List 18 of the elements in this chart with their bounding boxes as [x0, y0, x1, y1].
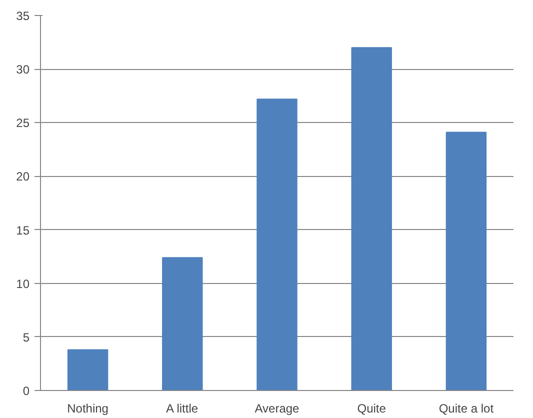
- x-tick-label: Quite: [357, 402, 386, 416]
- x-tick-label: A little: [166, 402, 198, 416]
- y-tick-label: 20: [16, 170, 30, 184]
- y-tick-label: 0: [22, 384, 30, 398]
- bar: [162, 257, 203, 390]
- x-tick-label: Quite a lot: [438, 402, 494, 416]
- x-tick-label: Nothing: [67, 402, 108, 416]
- y-tick-label: 10: [16, 276, 30, 291]
- bar: [446, 132, 487, 390]
- y-tick-label: 30: [16, 62, 30, 77]
- x-tick-label: Average: [254, 402, 300, 416]
- bar: [256, 98, 298, 390]
- y-tick-label: 25: [16, 116, 30, 130]
- bar: [67, 349, 108, 390]
- y-tick-label: 15: [16, 223, 30, 238]
- y-tick-label: 5: [22, 330, 30, 344]
- bar: [351, 47, 392, 390]
- y-tick-label: 35: [16, 9, 30, 23]
